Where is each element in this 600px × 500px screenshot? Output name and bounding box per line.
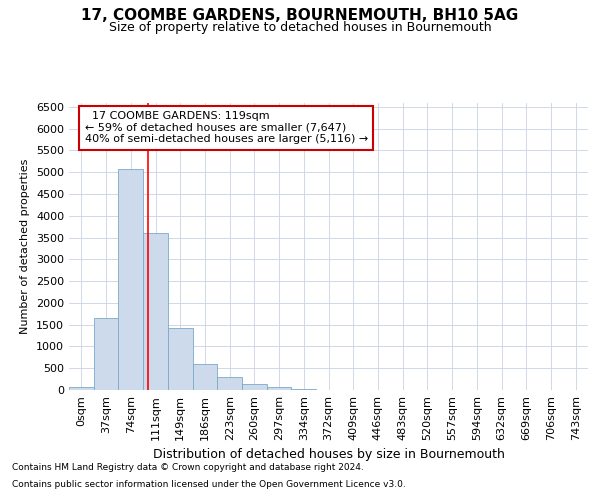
Text: 17 COOMBE GARDENS: 119sqm
← 59% of detached houses are smaller (7,647)
40% of se: 17 COOMBE GARDENS: 119sqm ← 59% of detac… (85, 111, 368, 144)
Bar (292, 388, 316, 390)
Bar (267, 386, 292, 390)
Bar (143, 233, 168, 390)
Bar (69, 386, 94, 390)
Bar (118, 168, 143, 390)
Bar (168, 328, 193, 390)
Text: Contains public sector information licensed under the Open Government Licence v3: Contains public sector information licen… (12, 480, 406, 489)
Bar (193, 364, 217, 390)
X-axis label: Distribution of detached houses by size in Bournemouth: Distribution of detached houses by size … (152, 448, 505, 462)
Text: Contains HM Land Registry data © Crown copyright and database right 2024.: Contains HM Land Registry data © Crown c… (12, 462, 364, 471)
Y-axis label: Number of detached properties: Number of detached properties (20, 158, 31, 334)
Bar (242, 384, 267, 390)
Bar (94, 318, 118, 390)
Bar (217, 378, 242, 390)
Text: 17, COOMBE GARDENS, BOURNEMOUTH, BH10 5AG: 17, COOMBE GARDENS, BOURNEMOUTH, BH10 5A… (82, 8, 518, 22)
Text: Size of property relative to detached houses in Bournemouth: Size of property relative to detached ho… (109, 21, 491, 34)
